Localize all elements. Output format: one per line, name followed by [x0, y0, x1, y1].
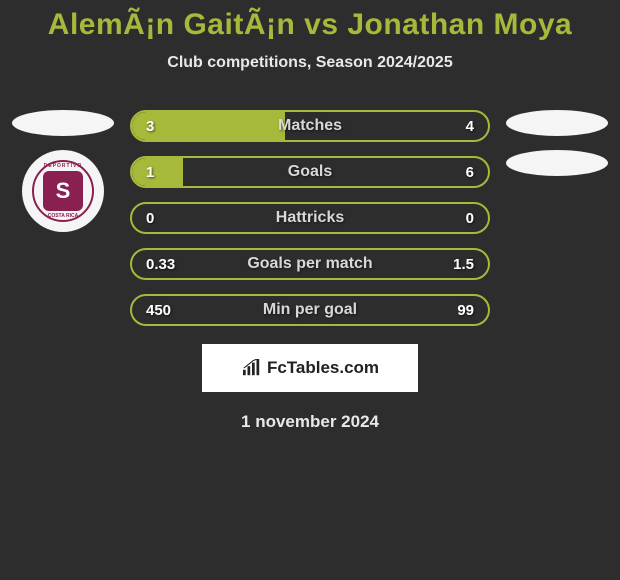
subtitle: Club competitions, Season 2024/2025 — [0, 54, 620, 72]
chart-icon — [241, 359, 263, 377]
main-row: DEPORTIVO S COSTA RICA 3 Matches 4 1 Goals 6 0… — [0, 110, 620, 326]
bar-fill-left — [132, 112, 285, 140]
player-photo-placeholder — [12, 110, 114, 136]
stat-left-value: 1 — [146, 164, 154, 181]
badge-bot-text: COSTA RICA — [48, 213, 79, 219]
bar-fill-left — [132, 158, 183, 186]
club-badge-ring: DEPORTIVO S COSTA RICA — [32, 160, 94, 222]
player-photo-placeholder — [506, 110, 608, 136]
stat-label: Matches — [278, 117, 342, 135]
club-badge-placeholder — [506, 150, 608, 176]
stat-left-value: 0.33 — [146, 256, 175, 273]
stat-bar: 0.33 Goals per match 1.5 — [130, 248, 490, 280]
club-badge: DEPORTIVO S COSTA RICA — [22, 150, 104, 232]
comparison-card: AlemÃ¡n GaitÃ¡n vs Jonathan Moya Club co… — [0, 0, 620, 432]
stat-bar: 0 Hattricks 0 — [130, 202, 490, 234]
badge-top-text: DEPORTIVO — [44, 163, 82, 169]
stat-label: Goals — [288, 163, 332, 181]
page-title: AlemÃ¡n GaitÃ¡n vs Jonathan Moya — [0, 8, 620, 42]
date-text: 1 november 2024 — [0, 412, 620, 432]
stat-label: Hattricks — [276, 209, 344, 227]
right-player-col — [502, 110, 612, 176]
brand-box: FcTables.com — [202, 344, 418, 392]
stat-left-value: 0 — [146, 210, 154, 227]
stat-right-value: 0 — [466, 210, 474, 227]
stat-right-value: 1.5 — [453, 256, 474, 273]
badge-letter: S — [43, 171, 83, 211]
stat-right-value: 99 — [457, 302, 474, 319]
stats-bars: 3 Matches 4 1 Goals 6 0 Hattricks 0 0.33 Goals per… — [118, 110, 502, 326]
stat-left-value: 450 — [146, 302, 171, 319]
stat-label: Min per goal — [263, 301, 357, 319]
stat-right-value: 4 — [466, 118, 474, 135]
stat-label: Goals per match — [247, 255, 372, 273]
stat-bar: 3 Matches 4 — [130, 110, 490, 142]
stat-left-value: 3 — [146, 118, 154, 135]
left-player-col: DEPORTIVO S COSTA RICA — [8, 110, 118, 232]
stat-right-value: 6 — [466, 164, 474, 181]
brand-text: FcTables.com — [267, 358, 379, 378]
stat-bar: 1 Goals 6 — [130, 156, 490, 188]
stat-bar: 450 Min per goal 99 — [130, 294, 490, 326]
